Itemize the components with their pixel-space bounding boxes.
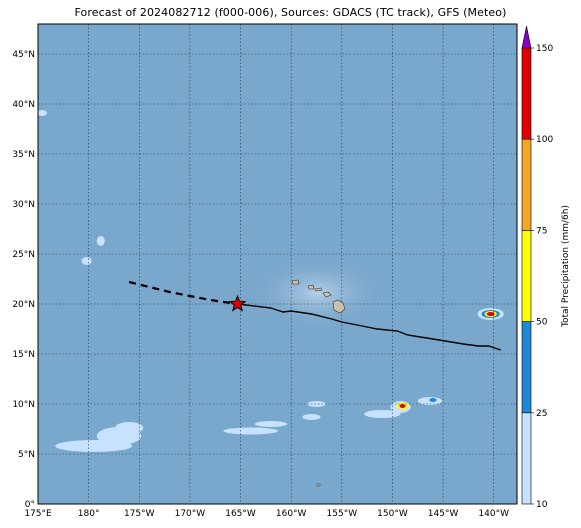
lat-tick-label: 5°N — [18, 450, 35, 460]
hawaiian-islands — [291, 279, 346, 487]
colorbar-tick-label: 25 — [536, 409, 547, 419]
island-hawaii — [332, 299, 346, 314]
map-title: Forecast of 2024082712 (f000-006), Sourc… — [74, 6, 507, 19]
precip-cell-15 — [429, 398, 437, 402]
island-molokai — [314, 287, 323, 292]
island-maui — [322, 291, 332, 298]
precipitation-layer — [38, 110, 504, 452]
lat-tick-label: 35°N — [12, 150, 35, 160]
precipitation-colorbar: 10 25 50 75 100 150 Total Precipitation (mm/6h… — [521, 25, 571, 510]
tc-track-dashed — [128, 280, 238, 306]
colorbar-tick-label: 50 — [536, 318, 548, 328]
colorbar-title: Total Precipitation (mm/6h) — [561, 205, 571, 328]
island-kauai — [291, 279, 300, 285]
lon-tick-label: 145°W — [428, 509, 459, 519]
precip-cell-13 — [399, 404, 406, 408]
colorbar-tick-label: 100 — [536, 135, 553, 145]
lon-tick-label: 155°W — [327, 509, 358, 519]
lon-tick-label: 160°W — [276, 509, 307, 519]
lon-tick-label: 165°W — [225, 509, 256, 519]
lat-tick-label: 25°N — [12, 250, 35, 260]
colorbar-segment — [521, 138, 532, 231]
colorbar-segment — [521, 412, 532, 505]
lat-tick-label: 40°N — [12, 100, 35, 110]
precip-cell-3 — [223, 427, 279, 435]
precip-cell-5 — [302, 414, 321, 420]
precip-cell-9 — [38, 110, 48, 116]
hawaii-haze — [248, 255, 388, 331]
graticule — [38, 24, 517, 504]
colorbar-tick-label: 75 — [536, 226, 547, 236]
lon-tick-label: 140°W — [478, 509, 509, 519]
lat-tick-label: 45°N — [12, 50, 35, 60]
lat-tick-label: 20°N — [12, 300, 35, 310]
island-oahu — [307, 284, 315, 290]
lon-tick-label: 150°W — [377, 509, 408, 519]
precip-cell-2 — [114, 422, 144, 434]
precip-cell-6 — [307, 401, 326, 407]
tc-track — [128, 280, 502, 351]
map-frame — [37, 23, 518, 505]
lat-tick-label: 15°N — [12, 350, 35, 360]
precip-cell-8 — [81, 257, 92, 265]
axis-labels: 0° 5°N 10°N 15°N 20°N 25°N 30°N 35°N 40°N 45°N 175… — [12, 50, 509, 519]
colorbar-segment — [521, 47, 532, 140]
colorbar-segment — [521, 230, 532, 322]
lon-tick-label: 180° — [78, 509, 100, 519]
colorbar-extend-arrow — [521, 25, 532, 49]
lon-tick-label: 170°W — [175, 509, 206, 519]
lat-tick-label: 10°N — [12, 400, 35, 410]
lat-tick-label: 30°N — [12, 200, 35, 210]
precip-cell-4 — [254, 421, 288, 427]
precip-cell-10 — [364, 410, 401, 418]
tc-track-solid — [237, 303, 502, 351]
tc-position-star-icon — [228, 294, 247, 312]
island-small — [316, 483, 321, 487]
lon-tick-label: 175°E — [24, 509, 52, 519]
colorbar-segment — [521, 321, 532, 414]
colorbar-tick-label: 10 — [536, 500, 548, 510]
lat-tick-label: 0° — [25, 500, 35, 510]
lon-tick-label: 175°W — [124, 509, 155, 519]
precip-cell-7 — [96, 236, 105, 246]
colorbar-tick-label: 150 — [536, 44, 553, 54]
precip-cell-19 — [486, 312, 495, 316]
